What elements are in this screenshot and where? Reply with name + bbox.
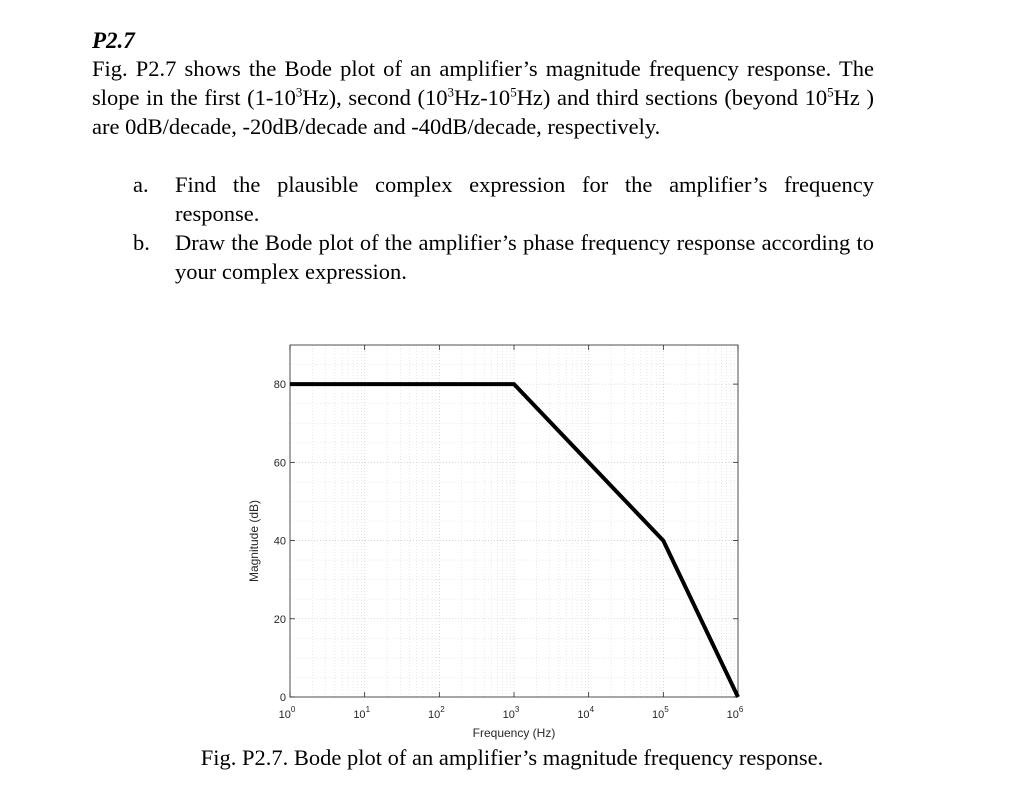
x-tick-label: 101 (353, 705, 370, 721)
y-tick-label: 0 (280, 692, 286, 704)
statement-text: Hz-10 (453, 85, 511, 110)
problem-statement: Fig. P2.7 shows the Bode plot of an ampl… (92, 54, 874, 141)
statement-exponent: 5 (510, 84, 517, 100)
part-marker: b. (133, 230, 150, 255)
statement-exponent: 3 (447, 84, 454, 100)
statement-text: Hz ) are 0dB/decade, -20dB/decade and -4… (92, 85, 874, 139)
series (290, 382, 740, 698)
plot-frame (289, 344, 739, 698)
x-tick-label: 106 (727, 705, 744, 721)
magnitude-line (290, 382, 740, 698)
problem-number: P2.7 (92, 28, 135, 53)
axis-labels: 0 20 40 60 80 100 101 102 103 104 105 106 Frequency … (247, 379, 744, 740)
statement-exponent: 3 (295, 84, 303, 100)
y-tick-label: 80 (274, 379, 286, 391)
x-tick-label: 105 (652, 705, 669, 721)
statement-text: Fig. P2.7 shows the Bode plot of an ampl… (92, 56, 874, 110)
part-text: Draw the Bode plot of the amplifier’s ph… (175, 230, 874, 284)
x-tick-label: 102 (428, 705, 445, 721)
y-tick-label: 20 (274, 614, 286, 626)
statement-exponent: 5 (827, 84, 834, 100)
grid (289, 344, 739, 698)
axes (289, 344, 739, 698)
x-axis-label: Frequency (Hz) (473, 726, 556, 740)
y-tick-label: 40 (274, 536, 286, 548)
part-text: Find the plausible complex expression fo… (175, 172, 874, 226)
statement-text: Hz), second (10 (302, 85, 448, 110)
x-tick-label: 104 (577, 705, 594, 721)
statement-text: Hz) and third sections (beyond 10 (516, 85, 828, 110)
question-parts: a. Find the plausible complex expression… (92, 170, 874, 286)
x-tick-label: 100 (279, 705, 296, 721)
y-tick-label: 60 (274, 457, 286, 469)
question-part-b: b. Draw the Bode plot of the amplifier’s… (92, 228, 874, 286)
x-tick-label: 103 (503, 705, 520, 721)
y-axis-label: Magnitude (dB) (247, 500, 261, 582)
figure-caption: Fig. P2.7. Bode plot of an amplifier’s m… (200, 745, 824, 770)
part-marker: a. (133, 172, 149, 197)
question-part-a: a. Find the plausible complex expression… (92, 170, 874, 228)
